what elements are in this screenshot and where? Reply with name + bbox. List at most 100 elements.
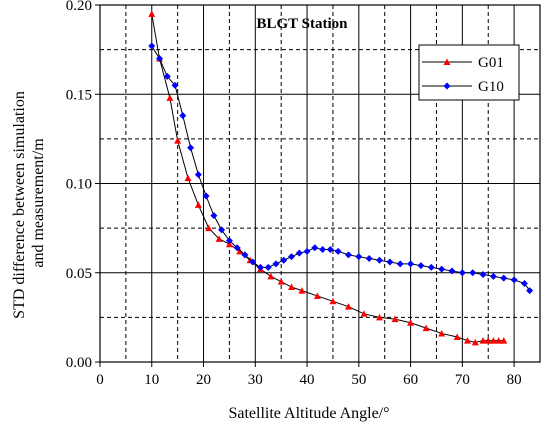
data-point-g01 [329, 297, 337, 305]
data-point-g10 [376, 256, 384, 264]
data-point-g10 [407, 260, 415, 268]
data-point-g10 [156, 55, 164, 63]
data-point-g10 [469, 269, 477, 277]
y-tick-label: 0.05 [66, 266, 92, 282]
data-point-g10 [233, 244, 241, 252]
data-point-g10 [280, 256, 288, 264]
x-tick-label: 10 [144, 372, 159, 388]
data-point-g10 [218, 226, 226, 234]
data-point-g01 [407, 319, 415, 326]
x-tick-label: 30 [248, 372, 263, 388]
data-point-g01 [422, 324, 430, 332]
data-point-g10 [187, 144, 195, 152]
x-tick-label: 60 [403, 372, 418, 388]
y-tick-label: 0.15 [66, 87, 92, 103]
data-point-g10 [225, 237, 233, 245]
data-point-g01 [174, 137, 182, 144]
data-point-g10 [479, 271, 487, 279]
data-point-g10 [264, 263, 272, 271]
data-point-g10 [288, 253, 296, 261]
data-point-g01 [376, 313, 384, 321]
data-point-g10 [526, 287, 534, 295]
data-point-g01 [391, 315, 399, 323]
legend-label-g01: G01 [478, 55, 504, 71]
data-point-g01 [166, 94, 174, 101]
data-point-g01 [298, 287, 306, 294]
data-point-g01 [471, 338, 479, 346]
data-point-g10 [303, 247, 311, 255]
legend: G01 G10 [418, 44, 520, 101]
data-point-g01 [215, 235, 223, 242]
data-point-g10 [489, 272, 497, 280]
data-point-g10 [427, 263, 435, 271]
data-point-g01 [438, 329, 446, 337]
legend-marker-g01 [443, 58, 451, 65]
data-point-g10 [520, 279, 528, 287]
data-point-g10 [319, 246, 327, 254]
data-point-g01 [484, 337, 492, 344]
data-point-g10 [295, 249, 303, 257]
data-point-g01 [360, 310, 368, 317]
data-point-g10 [448, 267, 456, 275]
legend-box [418, 44, 520, 101]
data-point-g01 [194, 201, 202, 208]
data-point-g01 [313, 292, 321, 299]
data-point-g01 [495, 337, 503, 344]
data-point-g10 [438, 265, 446, 273]
data-point-g10 [148, 42, 156, 50]
legend-marker-g10 [443, 82, 451, 90]
series-g10 [148, 42, 534, 295]
chart-title: BLGT Station [256, 16, 348, 32]
x-tick-label: 40 [300, 372, 315, 388]
data-point-g01 [479, 337, 487, 344]
data-point-g10 [241, 251, 249, 259]
data-point-g10 [510, 276, 518, 284]
y-tick-label: 0.20 [66, 0, 92, 14]
data-point-g10 [311, 244, 319, 252]
y-axis-title-line-1: STD difference between simulation [11, 91, 28, 319]
data-point-g10 [386, 258, 394, 266]
data-point-g10 [272, 260, 280, 268]
data-point-g01 [236, 247, 244, 255]
data-point-g10 [500, 274, 508, 282]
data-point-g10 [202, 192, 210, 200]
data-point-g10 [365, 254, 373, 262]
axis-ticks: 0 10 20 30 40 50 60 70 80 0.00 0.05 0.10 0.15 0.20 [66, 0, 522, 388]
data-point-g01 [288, 283, 296, 291]
data-point-g01 [464, 337, 472, 344]
data-point-g10 [179, 112, 187, 120]
data-point-g10 [256, 263, 264, 271]
data-point-g10 [194, 171, 202, 179]
x-tick-label: 80 [507, 372, 522, 388]
x-tick-label: 70 [455, 372, 470, 388]
data-point-g10 [326, 246, 334, 254]
grid-lines [100, 4, 540, 362]
data-point-g01 [500, 337, 508, 344]
x-tick-label: 50 [351, 372, 366, 388]
data-point-g01 [453, 333, 461, 341]
y-tick-label: 0.10 [66, 177, 92, 193]
data-point-g10 [344, 251, 352, 259]
x-tick-label: 0 [96, 372, 104, 388]
data-point-g10 [249, 258, 257, 266]
data-point-g10 [171, 81, 179, 89]
legend-label-g10: G10 [478, 79, 504, 95]
data-point-g01 [277, 278, 285, 285]
data-point-g10 [458, 269, 466, 277]
y-axis-title-line-2: and measurement/m [30, 138, 47, 268]
x-axis-title: Satellite Altitude Angle/° [228, 405, 389, 422]
x-tick-label: 20 [196, 372, 211, 388]
data-point-g01 [148, 10, 156, 17]
data-point-g10 [355, 253, 363, 261]
data-point-g10 [163, 72, 171, 80]
data-point-g01 [489, 337, 497, 344]
data-point-g01 [184, 174, 192, 182]
data-point-g10 [210, 212, 218, 220]
y-axis-title: STD difference between simulation and me… [11, 87, 47, 319]
series-g01 [148, 10, 508, 346]
data-point-g01 [267, 272, 275, 280]
data-point-g01 [344, 303, 352, 310]
data-point-g10 [417, 262, 425, 270]
series-layer [148, 10, 534, 346]
